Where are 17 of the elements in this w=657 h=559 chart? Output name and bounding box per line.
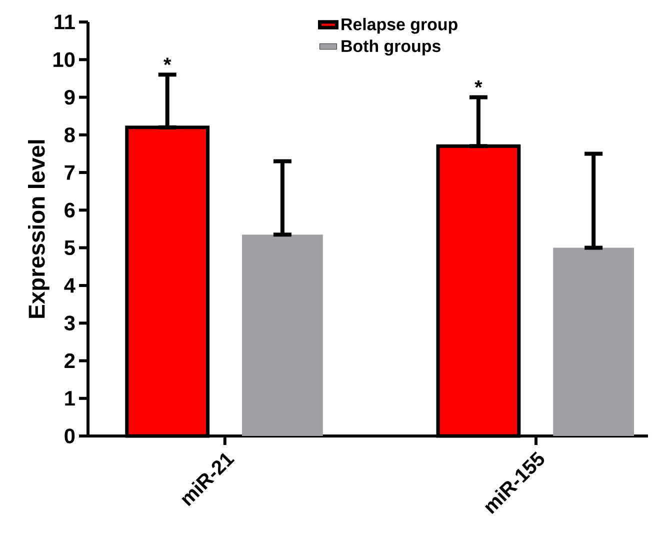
y-tick-label: 11 (54, 14, 75, 30)
legend-label: Relapse group (342, 18, 458, 34)
y-tick-label: 7 (64, 165, 75, 180)
y-tick-label: 1 (65, 391, 75, 406)
y-tick-label: 0 (64, 428, 75, 444)
y-tick-label: 3 (64, 316, 75, 330)
y-tick-label: 6 (64, 202, 75, 218)
y-tick-label: 9 (64, 90, 75, 105)
y-tick-label: 5 (64, 240, 75, 256)
y-axis-title: Expression level (28, 140, 50, 318)
y-tick-label: 8 (64, 127, 75, 142)
annotation: * (164, 58, 172, 66)
annotation: * (474, 80, 482, 88)
y-tick-label: 4 (64, 278, 76, 293)
y-tick-label: 2 (64, 353, 75, 368)
legend-label: Both groups (342, 40, 440, 56)
y-tick-label: 10 (54, 52, 75, 68)
